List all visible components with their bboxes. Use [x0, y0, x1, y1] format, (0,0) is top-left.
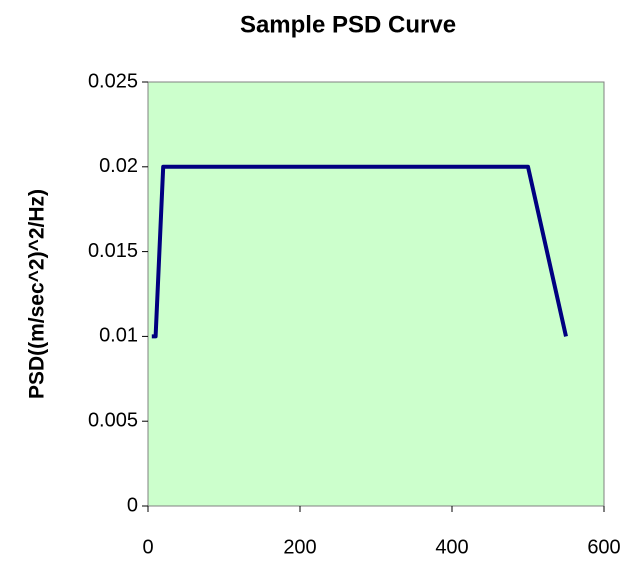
chart-title: Sample PSD Curve [240, 11, 456, 38]
y-tick-label: 0.01 [99, 325, 138, 347]
x-tick-label: 0 [142, 536, 153, 558]
y-tick-label: 0.02 [99, 155, 138, 177]
x-tick-label: 400 [435, 536, 468, 558]
y-tick-label: 0.015 [88, 240, 138, 262]
y-axis-label: PSD((m/sec^2)^2/Hz) [26, 189, 49, 399]
data-line [151, 164, 568, 339]
plot-area [147, 81, 605, 507]
y-tick-label: 0.025 [88, 70, 138, 92]
y-tick-label: 0 [127, 494, 138, 516]
y-tick-label: 0.005 [88, 409, 138, 431]
x-tick-label: 600 [587, 536, 620, 558]
x-tick-label: 200 [283, 536, 316, 558]
